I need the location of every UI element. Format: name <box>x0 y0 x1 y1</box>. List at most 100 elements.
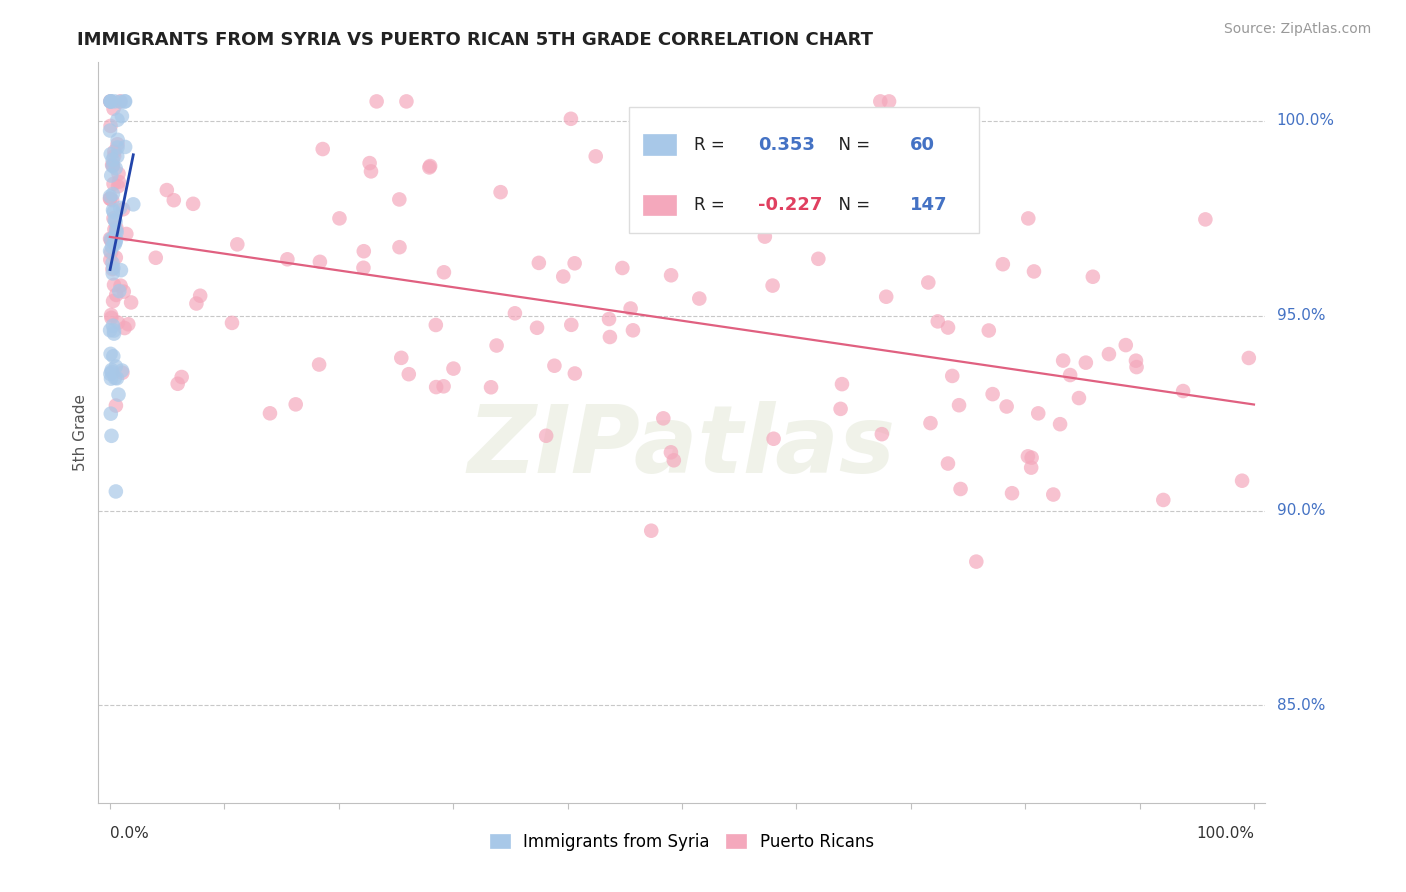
Text: N =: N = <box>828 196 875 214</box>
Point <box>1001 486 1024 500</box>
Point <box>104 399 127 413</box>
Point <box>104 371 127 385</box>
Point <box>418 161 440 175</box>
Point <box>105 223 128 237</box>
Point <box>188 289 211 303</box>
Point <box>101 267 124 281</box>
Point <box>948 398 970 412</box>
Point <box>659 445 682 459</box>
Text: 147: 147 <box>910 196 948 214</box>
Point <box>110 95 132 109</box>
Point <box>1022 264 1045 278</box>
Point <box>105 288 128 302</box>
Point <box>107 140 129 154</box>
Point <box>122 197 145 211</box>
Point <box>647 210 669 224</box>
Point <box>98 95 121 109</box>
Point <box>103 260 125 275</box>
Point <box>1019 460 1042 475</box>
Point <box>98 189 121 203</box>
Point <box>105 220 128 235</box>
Point <box>104 237 127 252</box>
Point <box>112 202 135 217</box>
Point <box>104 359 127 374</box>
Point <box>108 201 131 215</box>
Point <box>101 294 124 309</box>
Point <box>640 524 662 538</box>
Bar <box>644 135 676 155</box>
Point <box>103 349 125 363</box>
Point <box>1074 356 1097 370</box>
Point <box>221 316 243 330</box>
Point <box>621 323 644 337</box>
Point <box>389 351 412 365</box>
Point <box>111 363 134 377</box>
Point <box>831 377 853 392</box>
Point <box>527 256 550 270</box>
Point <box>433 265 456 279</box>
Point <box>104 214 127 228</box>
Point <box>1098 347 1121 361</box>
Point <box>875 290 897 304</box>
Point <box>995 400 1018 414</box>
Point <box>103 211 125 226</box>
Point <box>117 318 139 332</box>
Point <box>114 321 136 335</box>
Point <box>1152 492 1174 507</box>
Point <box>489 185 512 199</box>
Legend: Immigrants from Syria, Puerto Ricans: Immigrants from Syria, Puerto Ricans <box>484 826 880 857</box>
Point <box>98 323 121 337</box>
Point <box>105 371 128 385</box>
Point <box>1125 353 1147 368</box>
Text: N =: N = <box>828 136 875 153</box>
Point <box>100 234 122 248</box>
Point <box>395 95 418 109</box>
Point <box>977 324 1000 338</box>
Point <box>103 222 125 236</box>
Point <box>949 482 972 496</box>
Point <box>830 401 852 416</box>
Point <box>564 367 586 381</box>
Point <box>612 260 634 275</box>
Point <box>103 324 125 338</box>
Point <box>105 226 128 240</box>
Text: IMMIGRANTS FROM SYRIA VS PUERTO RICAN 5TH GRADE CORRELATION CHART: IMMIGRANTS FROM SYRIA VS PUERTO RICAN 5T… <box>77 31 873 49</box>
Point <box>103 177 125 191</box>
Point <box>308 358 330 372</box>
Point <box>181 196 204 211</box>
Point <box>101 158 124 172</box>
Point <box>100 429 122 443</box>
Point <box>754 229 776 244</box>
Point <box>1052 353 1074 368</box>
Point <box>276 252 298 267</box>
Point <box>1115 338 1137 352</box>
Point <box>101 262 124 277</box>
Point <box>366 95 388 109</box>
Point <box>1049 417 1071 432</box>
Point <box>1017 211 1039 226</box>
Point <box>100 232 122 246</box>
Point <box>107 387 129 401</box>
Y-axis label: 5th Grade: 5th Grade <box>73 394 89 471</box>
Point <box>100 169 122 183</box>
Text: 0.353: 0.353 <box>758 136 814 153</box>
Point <box>598 312 620 326</box>
Point <box>103 205 125 219</box>
Point <box>111 366 134 380</box>
Point <box>1230 474 1253 488</box>
Point <box>103 230 125 244</box>
Point <box>659 268 682 283</box>
Point <box>936 320 959 334</box>
Point <box>1237 351 1260 365</box>
Text: -0.227: -0.227 <box>758 196 823 214</box>
Point <box>103 149 125 163</box>
Point <box>560 112 582 126</box>
Point <box>112 285 135 299</box>
Point <box>543 359 565 373</box>
Point <box>104 484 127 499</box>
Point <box>662 453 685 467</box>
Point <box>163 193 186 207</box>
Point <box>103 235 125 250</box>
Bar <box>644 194 676 215</box>
Point <box>101 256 124 270</box>
